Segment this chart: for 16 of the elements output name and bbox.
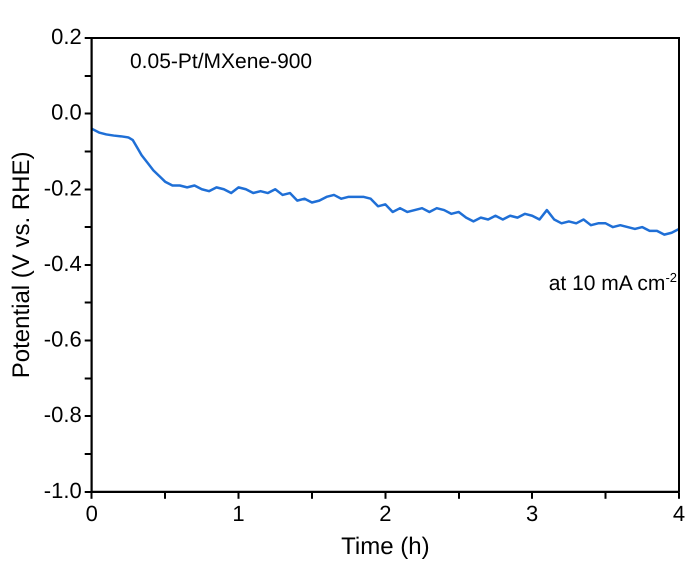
y-tick-label: -0.4 [44,250,82,276]
x-tick-label: 4 [672,501,686,526]
y-tick-label: -0.8 [44,402,82,428]
x-axis-title: Time (h) [341,533,430,560]
y-tick-label: -1.0 [44,478,82,503]
x-tick-label: 2 [379,501,392,526]
annotation: at 10 mA cm$^{-2}$ [548,270,677,296]
x-tick-label: 0 [86,501,98,526]
y-tick-label: -0.2 [44,175,82,200]
annotation: 0.05-Pt/MXene-900 [130,50,312,74]
y-tick-label: 0.0 [51,100,82,125]
y-axis-title: Potential (V vs. RHE) [8,152,36,378]
x-tick-label: 1 [232,501,245,526]
y-tick-label: 0.2 [51,24,82,50]
x-tick-label: 3 [526,501,538,526]
y-tick-label: -0.6 [44,326,82,352]
